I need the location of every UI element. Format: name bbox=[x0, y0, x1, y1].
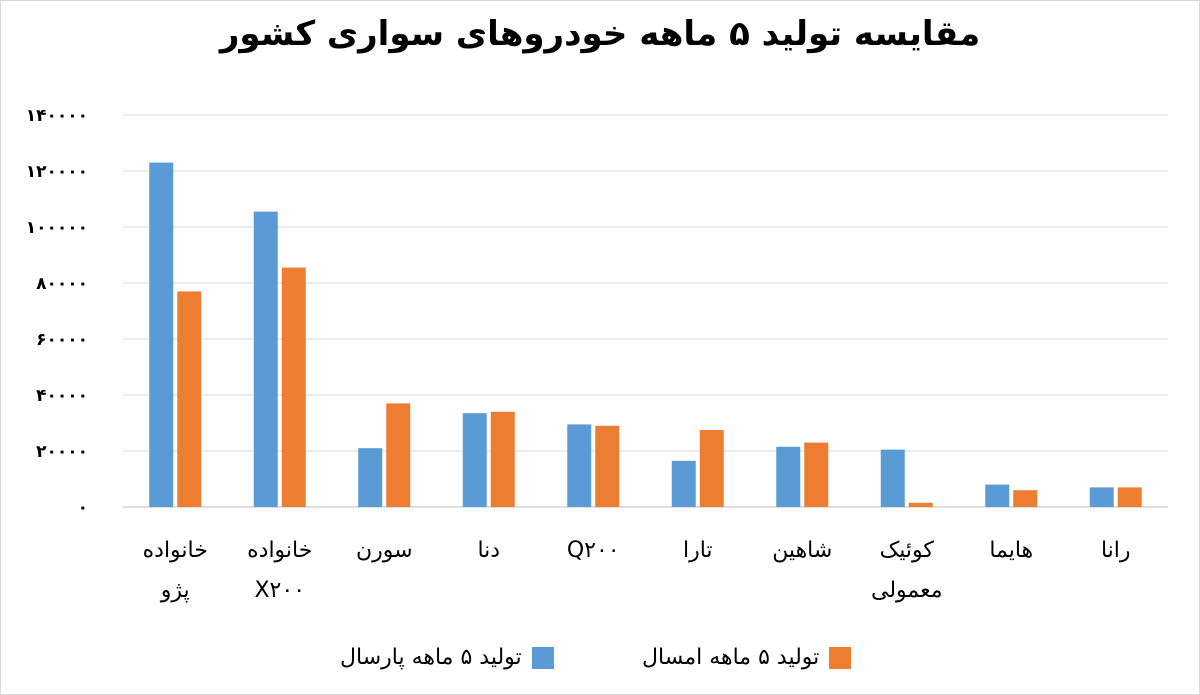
gridlines bbox=[123, 114, 1168, 508]
x-category-label: X۲۰۰ bbox=[254, 578, 305, 603]
x-axis-category-labels: خانواده پژو خانواده X۲۰۰ سورن دنا Q۲۰۰ تارا شاهی… bbox=[143, 538, 1131, 603]
bar-last-year bbox=[880, 449, 905, 507]
y-tick-label: ۴۰۰۰۰ bbox=[36, 386, 88, 406]
bar-last-year bbox=[1089, 487, 1114, 507]
x-category-label: تارا bbox=[683, 538, 713, 563]
bar-this-year bbox=[490, 411, 515, 507]
y-tick-label: ۱۰۰۰۰۰ bbox=[26, 218, 88, 238]
bar-last-year bbox=[149, 162, 174, 507]
y-tick-label: ۶۰۰۰۰ bbox=[36, 330, 88, 350]
y-tick-label: ۸۰۰۰۰ bbox=[36, 274, 88, 294]
bar-last-year bbox=[985, 484, 1010, 507]
legend-item-this-year: تولید ۵ ماهه امسال bbox=[632, 645, 852, 670]
bar-chart: ۰۲۰۰۰۰۴۰۰۰۰۶۰۰۰۰۸۰۰۰۰۱۰۰۰۰۰۱۲۰۰۰۰۱۴۰۰۰۰ … bbox=[26, 106, 1168, 603]
chart-title: مقایسه تولید ۵ ماهه خودروهای سواری کشور bbox=[219, 14, 981, 54]
x-category-label: Q۲۰۰ bbox=[567, 538, 620, 563]
x-category-label: معمولی bbox=[871, 578, 943, 603]
bar-last-year bbox=[358, 448, 383, 507]
bar-this-year bbox=[908, 502, 933, 507]
legend-item-last-year: تولید ۵ ماهه پارسال bbox=[330, 645, 554, 670]
bar-this-year bbox=[1013, 490, 1038, 507]
legend-swatch-this-year bbox=[829, 646, 852, 669]
bar-last-year bbox=[567, 424, 592, 507]
x-category-label: سورن bbox=[356, 538, 413, 563]
x-category-label: کوئیک bbox=[880, 538, 935, 563]
x-category-label: دنا bbox=[477, 538, 500, 563]
y-tick-label: ۰ bbox=[78, 498, 88, 518]
bar-this-year bbox=[699, 430, 724, 507]
bar-this-year bbox=[177, 291, 202, 507]
bar-this-year bbox=[595, 425, 620, 507]
bar-last-year bbox=[462, 413, 487, 507]
x-category-label: خانواده bbox=[247, 538, 312, 563]
bar-this-year bbox=[281, 267, 306, 507]
x-category-label: شاهین bbox=[772, 538, 832, 563]
bars bbox=[149, 162, 1142, 507]
bar-this-year bbox=[386, 403, 411, 507]
bar-last-year bbox=[253, 211, 278, 507]
legend-label-this-year: تولید ۵ ماهه امسال bbox=[642, 645, 820, 670]
legend: تولید ۵ ماهه پارسال تولید ۵ ماهه امسال bbox=[0, 640, 1200, 680]
y-tick-label: ۱۲۰۰۰۰ bbox=[26, 162, 88, 182]
x-category-label: خانواده bbox=[143, 538, 208, 563]
bar-this-year bbox=[804, 442, 829, 507]
bar-last-year bbox=[776, 446, 801, 507]
legend-swatch-last-year bbox=[531, 646, 554, 669]
bar-this-year bbox=[1117, 487, 1142, 507]
bar-last-year bbox=[671, 460, 696, 507]
legend-label-last-year: تولید ۵ ماهه پارسال bbox=[340, 645, 522, 670]
y-axis-tick-labels: ۰ ۲۰۰۰۰ ۴۰۰۰۰ ۶۰۰۰۰ ۸۰۰۰۰ ۱۰۰۰۰۰ ۱۲۰۰۰۰ ۱۴۰۰۰۰ bbox=[26, 106, 88, 518]
y-tick-label: ۱۴۰۰۰۰ bbox=[26, 106, 88, 126]
x-category-label: پژو bbox=[160, 578, 190, 603]
x-category-label: رانا bbox=[1101, 538, 1131, 563]
y-tick-label: ۲۰۰۰۰ bbox=[36, 442, 88, 462]
x-category-label: هایما bbox=[989, 538, 1033, 563]
